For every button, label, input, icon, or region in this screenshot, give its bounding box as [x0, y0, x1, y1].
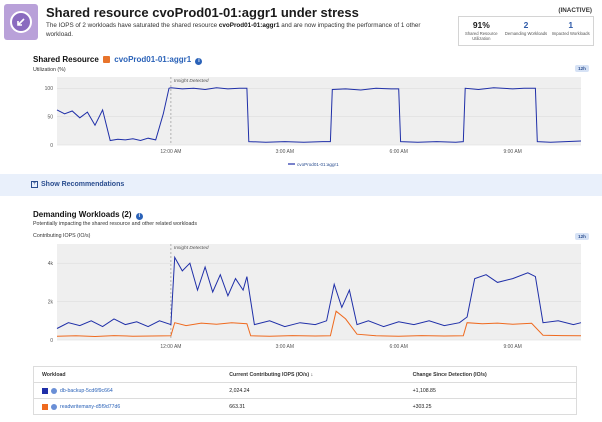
expand-icon[interactable]: +	[31, 181, 38, 188]
legend-label[interactable]: cvoProd01-01:aggr1	[297, 162, 339, 167]
y-tick: 2k	[48, 299, 54, 305]
insight-header: Shared resource cvoProd01-01:aggr1 under…	[4, 4, 598, 48]
iops-chart-svg: Insight Detected 4k 2k 0 12:00 AM 3:00 A…	[48, 244, 582, 350]
demanding-workloads-title: Demanding Workloads (2) i	[33, 210, 143, 220]
series-swatch	[42, 403, 48, 410]
section-title-text: Demanding Workloads (2)	[33, 210, 132, 219]
status-badge: (INACTIVE)	[558, 7, 592, 14]
y-tick: 0	[50, 143, 53, 149]
legend[interactable]: cvoProd01-01:aggr1	[288, 162, 339, 167]
stat-value: 91%	[472, 20, 490, 30]
cell-change: +1,108.85	[412, 387, 436, 394]
stat-value[interactable]: 2	[523, 20, 529, 30]
workload-link[interactable]: readwritemany-d5f9d77d6	[60, 403, 121, 410]
stat-demanding[interactable]: 2 Demanding Workloads	[504, 17, 549, 45]
grid-lines	[57, 88, 581, 146]
desc-post: and are now impacting the performance of…	[46, 22, 421, 38]
series-swatch	[42, 387, 48, 394]
insight-type-icon	[4, 4, 38, 40]
plot-background	[57, 77, 581, 145]
grid-lines	[57, 262, 581, 341]
x-axis-ticks: 12:00 AM 3:00 AM 6:00 AM 9:00 AM	[160, 344, 521, 350]
series-line-readwritemany-d5f9d77d6	[56, 310, 582, 338]
stat-value[interactable]: 1	[568, 20, 574, 30]
resource-link[interactable]: cvoProd01-01:aggr1	[114, 55, 192, 64]
cell-iops: 663.31	[229, 403, 246, 410]
time-range-pill[interactable]: 12h	[575, 233, 589, 240]
y-axis-ticks: 100 50 0	[45, 86, 54, 149]
series-lines	[56, 87, 582, 143]
x-tick: 6:00 AM	[390, 149, 408, 155]
x-tick: 9:00 AM	[503, 344, 521, 350]
table-row[interactable]: db-backup-5cd6f9c664 2,024.24 +1,108.85	[34, 383, 576, 399]
series-line-db-backup-5cd6f9c664	[56, 255, 582, 329]
stat-label: Shared Resource Utilization	[465, 31, 498, 41]
insight-description: The IOPS of 2 workloads have saturated t…	[46, 22, 446, 39]
cell-iops: 2,024.24	[229, 387, 250, 394]
resource-type-icon	[103, 56, 111, 63]
stat-label: Demanding Workloads	[504, 31, 548, 36]
col-change[interactable]: Change Since Detection (IO/s)	[412, 371, 487, 378]
series-lines	[56, 255, 582, 338]
x-axis-ticks: 12:00 AM 3:00 AM 6:00 AM 9:00 AM	[160, 149, 521, 155]
desc-resource: cvoProd01-01:aggr1	[218, 22, 280, 29]
col-workload[interactable]: Workload	[42, 371, 66, 378]
plot-background	[57, 244, 581, 340]
workload-icon	[51, 387, 57, 394]
info-icon[interactable]: i	[195, 58, 203, 65]
page-title: Shared resource cvoProd01-01:aggr1 under…	[46, 5, 359, 20]
desc-pre: The IOPS of 2 workloads have saturated t…	[46, 22, 219, 29]
table-header-row: Workload Current Contributing IOPS (IO/s…	[34, 367, 576, 383]
table-row[interactable]: readwritemany-d5f9d77d6 663.31 +303.25	[34, 399, 576, 415]
stat-impacted[interactable]: 1 Impacted Workloads	[548, 17, 593, 45]
recommendations-bar[interactable]: + Show Recommendations	[0, 174, 602, 196]
x-tick: 3:00 AM	[276, 344, 294, 350]
iops-chart: Insight Detected 4k 2k 0 12:00 AM 3:00 A…	[33, 242, 589, 356]
demanding-subtitle: Potentially impacting the shared resourc…	[33, 221, 198, 227]
insight-marker-label: Insight Detected	[174, 78, 209, 84]
stat-utilization: 91% Shared Resource Utilization	[459, 17, 504, 45]
x-tick: 12:00 AM	[160, 149, 181, 155]
x-tick: 6:00 AM	[390, 344, 408, 350]
cell-change: +303.25	[412, 403, 432, 410]
workload-link[interactable]: db-backup-5cd6f9c664	[60, 387, 113, 394]
stat-label: Impacted Workloads	[551, 31, 590, 36]
utilization-chart: Insight Detected 100 50 0 12:00 AM 3:00 …	[33, 75, 589, 171]
workload-icon	[51, 403, 57, 410]
y-tick: 50	[47, 114, 53, 120]
workloads-table: Workload Current Contributing IOPS (IO/s…	[33, 366, 577, 415]
cell-workload: readwritemany-d5f9d77d6	[34, 403, 229, 410]
col-iops[interactable]: Current Contributing IOPS (IO/s) ↓	[229, 371, 314, 378]
y-tick: 0	[50, 338, 53, 344]
iops-label: Contributing IOPS (IO/s)	[33, 233, 91, 239]
x-tick: 12:00 AM	[160, 344, 181, 350]
info-icon[interactable]: i	[135, 213, 143, 220]
utilization-chart-svg: Insight Detected 100 50 0 12:00 AM 3:00 …	[45, 77, 582, 167]
y-tick: 100	[45, 86, 54, 92]
section-prefix: Shared Resource	[33, 55, 99, 64]
show-recommendations-link[interactable]: Show Recommendations	[41, 181, 125, 188]
y-tick: 4k	[48, 261, 54, 267]
y-axis-ticks: 4k 2k 0	[48, 261, 54, 344]
cell-workload: db-backup-5cd6f9c664	[34, 387, 229, 394]
insight-marker-label: Insight Detected	[174, 245, 209, 251]
x-tick: 9:00 AM	[503, 149, 521, 155]
time-range-pill[interactable]: 12h	[575, 65, 589, 72]
shared-resource-title: Shared Resource cvoProd01-01:aggr1 i	[33, 55, 203, 65]
x-tick: 3:00 AM	[276, 149, 294, 155]
summary-stats: 91% Shared Resource Utilization 2 Demand…	[458, 16, 594, 46]
series-line-cvoProd01-01:aggr1	[56, 87, 582, 143]
utilization-label: Utilization (%)	[33, 67, 66, 73]
